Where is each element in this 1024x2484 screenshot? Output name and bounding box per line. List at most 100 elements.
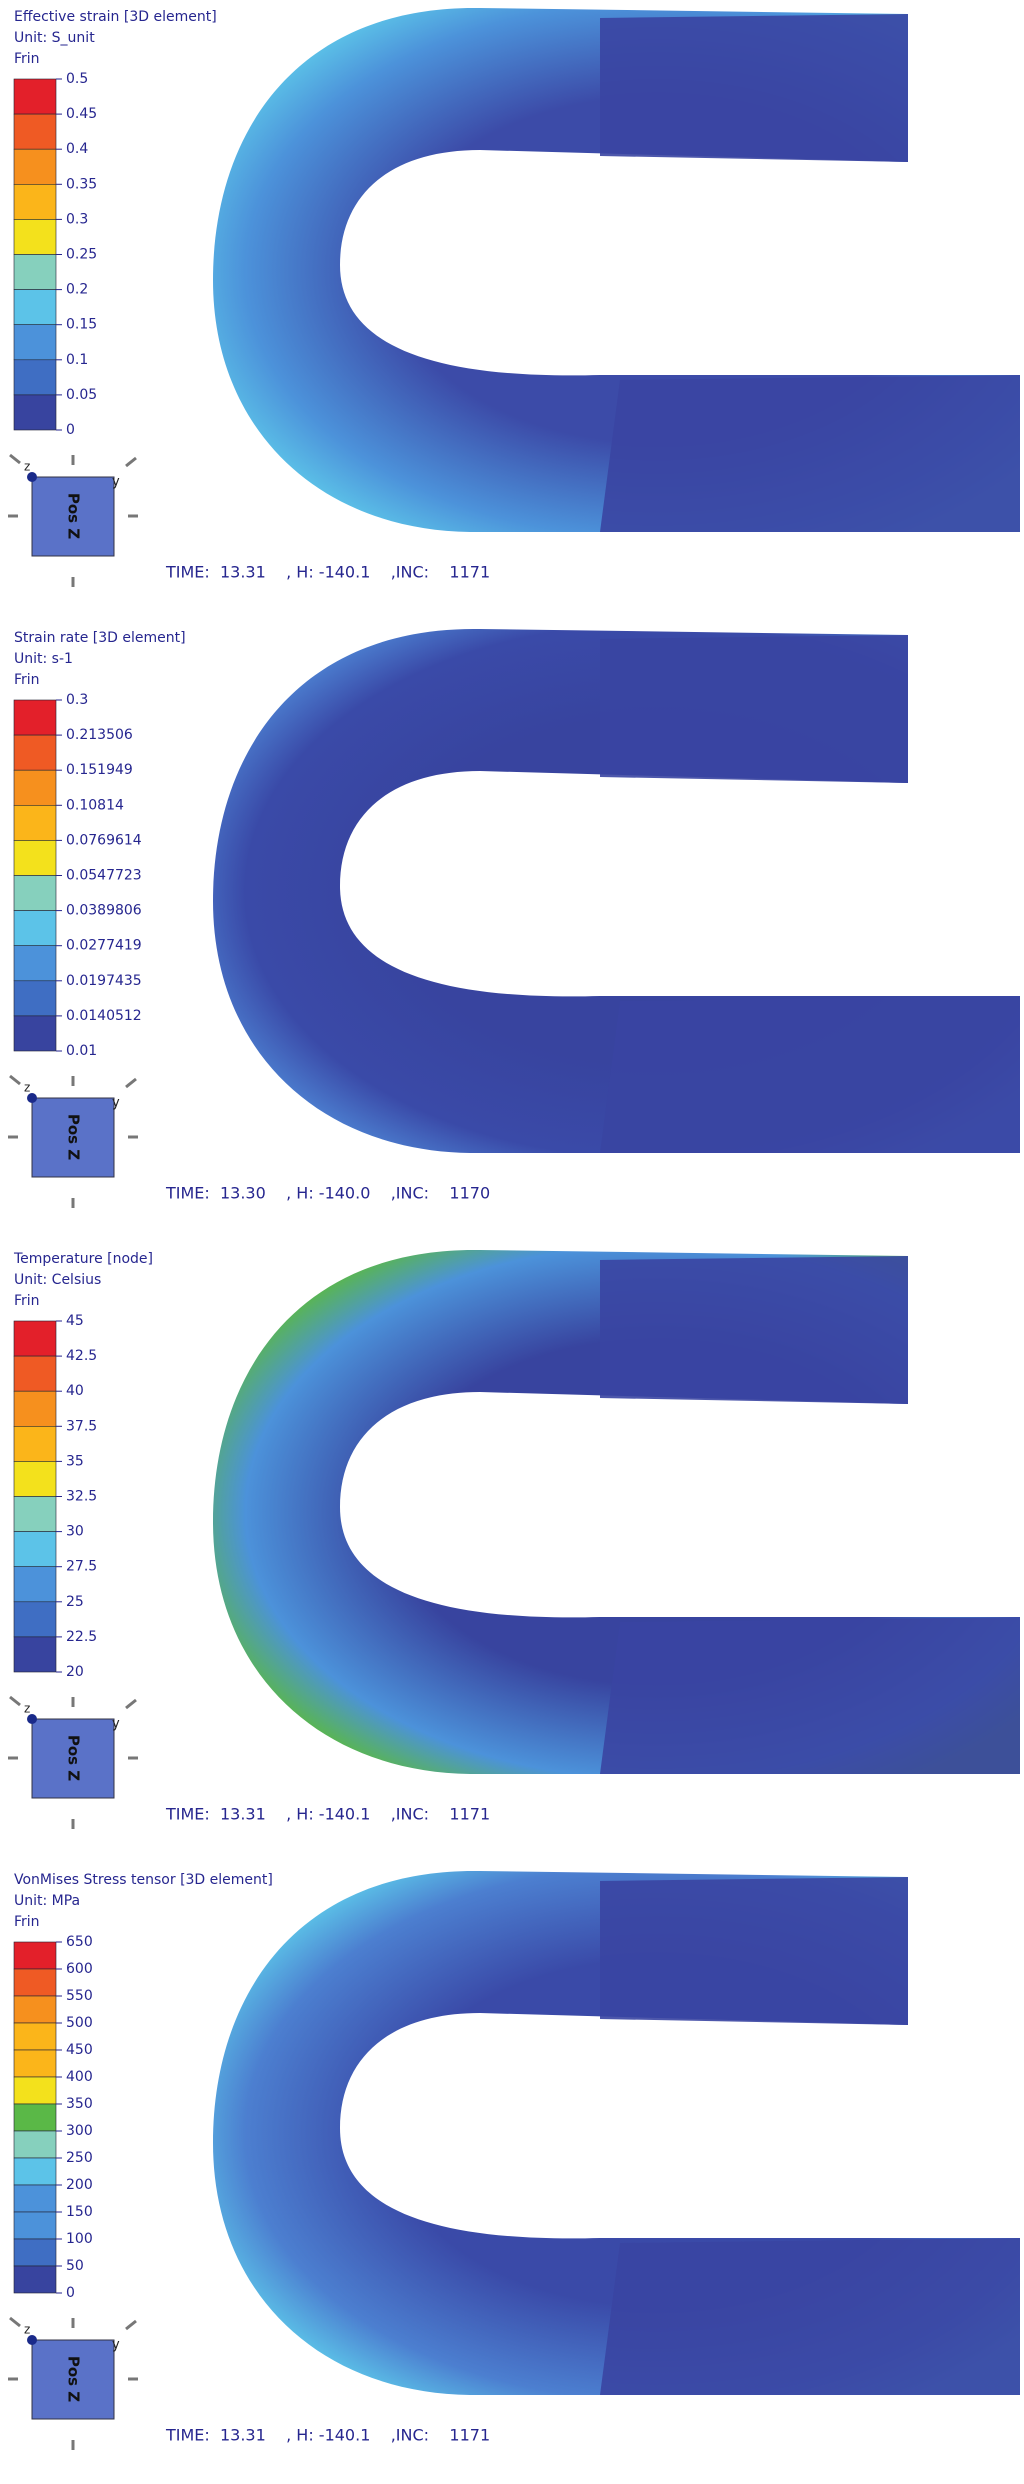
axis-box [31, 1097, 115, 1178]
legend-label: 300 [66, 2123, 93, 2139]
legend-label: 42.5 [66, 1348, 97, 1364]
legend-swatch [13, 1995, 57, 2024]
legend-swatch [13, 875, 57, 911]
legend-unit: Unit: Celsius [14, 1272, 101, 1288]
legend-swatch [13, 1355, 57, 1392]
axis-arrow [9, 2316, 21, 2328]
legend-label: 450 [66, 2042, 93, 2058]
legend-label: 27.5 [66, 1559, 97, 1575]
legend-label: 0.0547723 [66, 868, 142, 884]
legend-swatch [13, 805, 57, 841]
legend-label: 0.0389806 [66, 903, 142, 919]
legend-swatch [13, 1941, 57, 1970]
panel: Temperature [node] Unit: Celsius Frin 45 42.… [8, 1249, 1020, 1829]
legend-label: 25 [66, 1594, 84, 1610]
legend-swatch [13, 1566, 57, 1603]
axis-z: z [24, 1081, 30, 1095]
legend-swatch [13, 1531, 57, 1568]
legend-title: Effective strain [3D element] [14, 9, 217, 25]
status-line: TIME: 13.31 , H: -140.1 ,INC: 1171 [165, 563, 490, 582]
legend-label: 0.05 [66, 387, 97, 403]
legend-label: 0.0277419 [66, 938, 142, 954]
legend-swatch [13, 2130, 57, 2159]
status-line: TIME: 13.31 , H: -140.1 ,INC: 1171 [165, 2426, 490, 2445]
status-line: TIME: 13.31 , H: -140.1 ,INC: 1171 [165, 1805, 490, 1824]
legend-swatch [13, 254, 57, 290]
legend-swatch [13, 184, 57, 220]
legend-swatch [13, 769, 57, 806]
legend-label: 30 [66, 1524, 84, 1540]
legend-swatch [13, 359, 57, 396]
legend-unit: Unit: s-1 [14, 651, 73, 667]
legend-swatch [13, 1320, 57, 1357]
panel: VonMises Stress tensor [3D element] Unit:… [8, 1870, 1020, 2450]
legend-swatch [13, 1601, 57, 1638]
legend-label: 0.5 [66, 71, 88, 87]
legend-swatch [13, 2265, 57, 2294]
axis-arrow [125, 1698, 137, 1710]
legend-frin: Frin [14, 51, 40, 67]
axis-arrow [125, 456, 137, 468]
billet-arm [600, 1256, 1020, 1774]
legend-label: 0.0197435 [66, 973, 142, 989]
legend-label: 40 [66, 1383, 84, 1399]
legend-swatch [13, 2103, 57, 2132]
status-line: TIME: 13.30 , H: -140.0 ,INC: 1170 [165, 1184, 490, 1203]
legend-title: Temperature [node] [13, 1251, 153, 1267]
axis-y: y [112, 1096, 120, 1111]
legend-label: 400 [66, 2069, 93, 2085]
panel: Effective strain [3D element] Unit: S_uni… [8, 7, 1020, 587]
legend-frin: Frin [14, 1914, 40, 1930]
legend-swatch [13, 2238, 57, 2267]
legend-label: 0.10814 [66, 797, 124, 813]
axis-origin [27, 1714, 37, 1724]
legend-label: 0.0769614 [66, 832, 142, 848]
legend-label: 0.15 [66, 317, 97, 333]
axis-arrow [9, 1695, 21, 1707]
legend-swatch [13, 1968, 57, 1997]
legend-swatch [13, 2211, 57, 2240]
axis-box [31, 476, 115, 557]
legend-label: 0 [66, 422, 75, 438]
axis-origin [27, 472, 37, 482]
axis-label: Pos Z [65, 1114, 83, 1160]
axis-label: Pos Z [65, 2356, 83, 2402]
legend-label: 0 [66, 2285, 75, 2301]
legend-swatch [13, 289, 57, 326]
legend-swatch [13, 219, 57, 255]
axis-label: Pos Z [65, 493, 83, 539]
legend-swatch [13, 1636, 57, 1673]
legend-label: 0.1 [66, 352, 88, 368]
axis-y: y [112, 475, 120, 490]
legend-swatch [13, 2184, 57, 2213]
axis-box [31, 2339, 115, 2420]
legend-label: 35 [66, 1453, 84, 1469]
legend-swatch [13, 394, 57, 431]
legend-label: 250 [66, 2150, 93, 2166]
legend-unit: Unit: MPa [14, 1893, 80, 1909]
axis-z: z [24, 1702, 30, 1716]
legend-label: 0.01 [66, 1043, 97, 1059]
legend-swatch [13, 2157, 57, 2186]
panel: Strain rate [3D element] Unit: s-1 Frin 0.3… [8, 628, 1020, 1208]
legend-label: 45 [66, 1313, 84, 1329]
legend-swatch [13, 1426, 57, 1462]
legend-label: 0.35 [66, 176, 97, 192]
axis-origin [27, 1093, 37, 1103]
legend-swatch [13, 734, 57, 771]
legend-label: 0.25 [66, 247, 97, 263]
legend-swatch [13, 2022, 57, 2051]
axis-y: y [112, 2338, 120, 2353]
axis-arrow [125, 1077, 137, 1089]
legend-label: 150 [66, 2204, 93, 2220]
billet-arm [600, 635, 1020, 1153]
legend-swatch [13, 699, 57, 736]
legend-label: 0.45 [66, 106, 97, 122]
legend-swatch [13, 1461, 57, 1497]
legend-label: 37.5 [66, 1418, 97, 1434]
axis-origin [27, 2335, 37, 2345]
legend-label: 550 [66, 1988, 93, 2004]
legend-label: 20 [66, 1664, 84, 1680]
axis-y: y [112, 1717, 120, 1732]
